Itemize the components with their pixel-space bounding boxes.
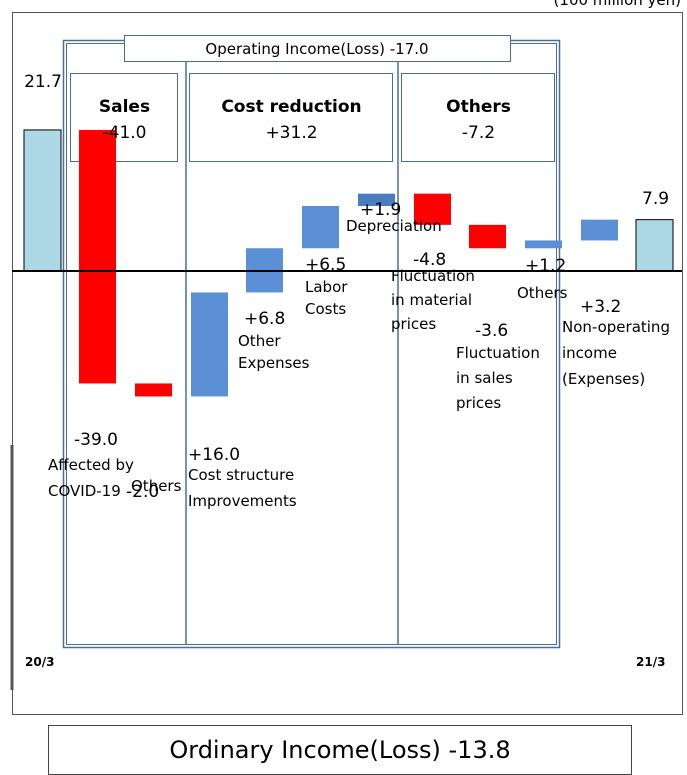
category-label: in sales — [456, 369, 513, 387]
section-box-sales — [70, 73, 178, 162]
bar-decrease — [469, 224, 506, 249]
bar-increase — [581, 219, 618, 241]
category-label: Cost structure — [188, 466, 294, 484]
section-value: -41.0 — [102, 122, 147, 143]
section-value: +31.2 — [265, 122, 318, 143]
category-label: Others — [517, 284, 568, 302]
section-title: Cost reduction — [221, 97, 362, 117]
category-label: Non-operating — [562, 318, 670, 336]
category-label: COVID-19 — [48, 482, 121, 500]
category-label: income — [562, 344, 617, 362]
category-label: Depreciation — [346, 217, 442, 235]
data-label: +6.5 — [305, 255, 346, 275]
bar-decrease — [135, 383, 172, 397]
bar-total — [23, 129, 62, 272]
bar-increase — [302, 206, 339, 249]
data-label: 21.7 — [24, 72, 62, 92]
ordinary-income-banner: Ordinary Income(Loss) -13.8 — [48, 725, 632, 775]
category-label: Other — [238, 332, 281, 350]
section-box-cost-reduction — [189, 73, 393, 162]
category-label: Others — [131, 477, 182, 495]
bar-increase — [525, 240, 562, 249]
bar-decrease — [79, 129, 116, 384]
category-label: Improvements — [188, 492, 297, 510]
section-title: Others — [446, 97, 511, 117]
operating-banner-box — [124, 35, 511, 62]
section-label-cost-reduction: Cost reduction +31.2 — [190, 95, 393, 146]
category-label: Labor — [305, 278, 348, 296]
category-label: (Expenses) — [562, 370, 645, 388]
category-label: Fluctuation — [456, 344, 540, 362]
section-box-others — [401, 73, 555, 162]
axis-label: 20/3 — [25, 655, 54, 669]
category-label: in material — [391, 291, 472, 309]
data-label: -4.8 — [413, 250, 446, 270]
data-label: +16.0 — [188, 445, 240, 465]
data-label: -39.0 — [74, 430, 118, 450]
unit-note: (100 million yen) — [553, 0, 681, 9]
bar-increase — [191, 292, 228, 397]
data-label: 7.9 — [642, 189, 669, 209]
data-label: -2.0 — [126, 482, 159, 502]
data-label: +3.2 — [580, 297, 621, 317]
chart-frame — [12, 12, 683, 715]
bar-decrease — [414, 193, 451, 225]
category-label: prices — [391, 315, 436, 333]
operating-banner: Operating Income(Loss) -17.0 — [205, 40, 428, 58]
data-label: +6.8 — [244, 309, 285, 329]
bar-total — [635, 219, 674, 272]
section-title: Sales — [98, 97, 151, 117]
category-label: Affected by — [48, 456, 134, 474]
section-label-sales: Sales -41.0 — [71, 95, 178, 146]
section-value: -7.2 — [461, 122, 496, 143]
category-label: prices — [456, 394, 501, 412]
category-label: Fluctuation — [391, 267, 475, 285]
category-label: Expenses — [238, 354, 310, 372]
waterfall-chart: Operating Income(Loss) -17.0 21.7 20/3 -39… — [10, 12, 683, 715]
bar-increase — [358, 193, 395, 206]
category-label: Costs — [305, 300, 346, 318]
data-label: +1.9 — [360, 200, 401, 220]
section-label-others: Others -7.2 — [402, 95, 555, 146]
data-label: -3.6 — [475, 321, 508, 341]
axis-label: 21/3 — [636, 655, 665, 669]
data-label: +1.2 — [525, 256, 566, 276]
